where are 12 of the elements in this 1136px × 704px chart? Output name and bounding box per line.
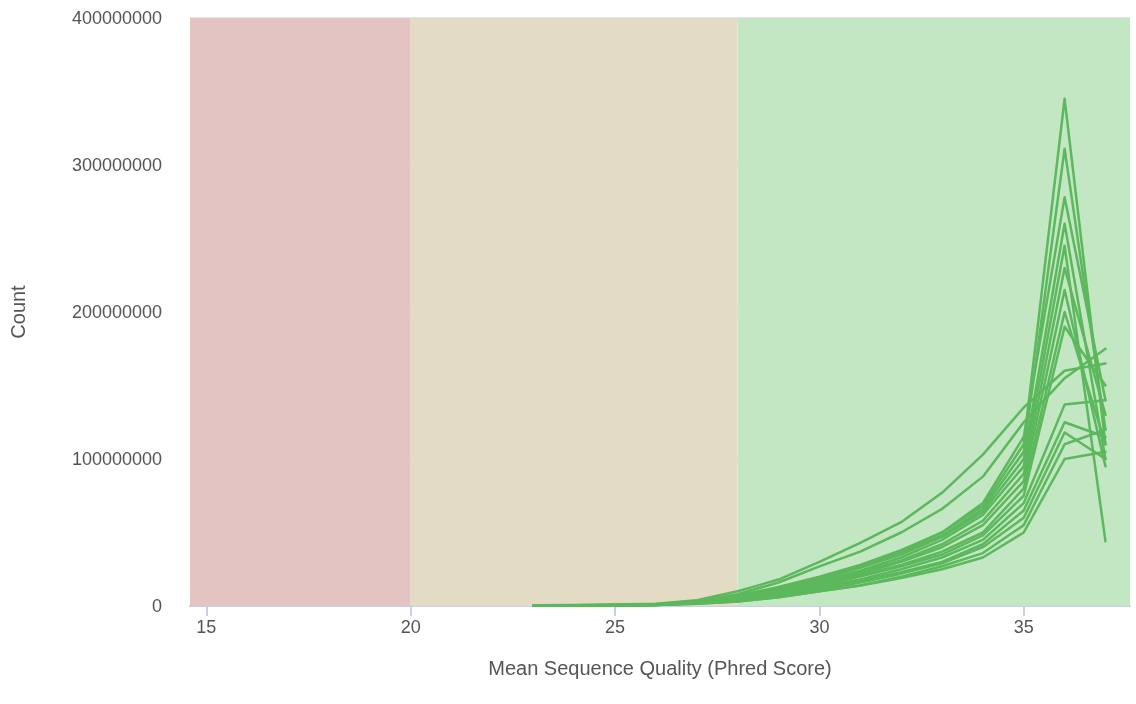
y-tick-label: 200000000 bbox=[71, 302, 162, 322]
y-tick-label: 100000000 bbox=[71, 449, 162, 469]
x-axis-title: Mean Sequence Quality (Phred Score) bbox=[488, 657, 832, 679]
x-tick-label: 35 bbox=[1013, 617, 1034, 637]
y-tick-label: 0 bbox=[151, 596, 162, 616]
x-tick-label: 20 bbox=[400, 617, 421, 637]
y-tick-label: 400000000 bbox=[71, 8, 162, 28]
x-tick-label: 25 bbox=[605, 617, 626, 637]
x-tick-label: 30 bbox=[809, 617, 830, 637]
y-tick-label: 300000000 bbox=[71, 155, 162, 175]
y-axis-title: Count bbox=[7, 284, 29, 339]
x-tick-label: 15 bbox=[196, 617, 217, 637]
